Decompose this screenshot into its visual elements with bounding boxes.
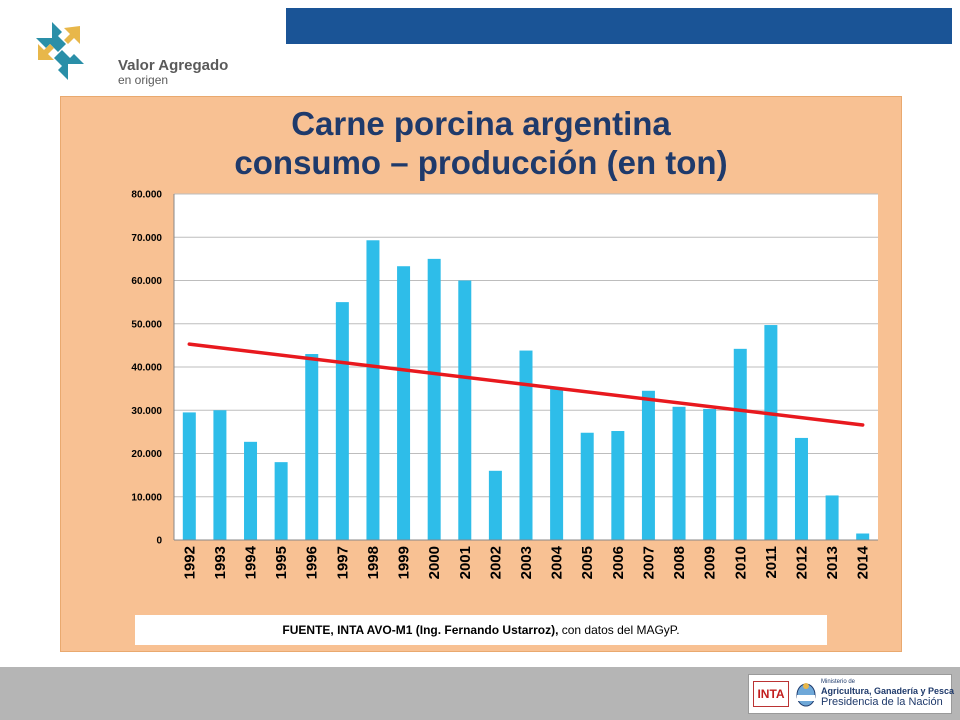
- x-tick-label: 2013: [824, 546, 841, 579]
- bar: [641, 390, 655, 540]
- x-tick-label: 1994: [243, 545, 260, 579]
- logo-line1: Valor Agregado: [118, 57, 229, 74]
- bar: [856, 533, 870, 540]
- x-tick-label: 2005: [579, 546, 596, 579]
- bar: [366, 240, 380, 540]
- x-tick-label: 1999: [396, 546, 413, 579]
- y-tick-label: 60.000: [131, 276, 162, 287]
- x-tick-label: 2007: [640, 546, 657, 579]
- national-shield-icon: [796, 683, 816, 707]
- valor-agregado-logo: Valor Agregado en origen: [30, 16, 250, 90]
- logo-text: Valor Agregado en origen: [118, 57, 229, 87]
- y-tick-label: 40.000: [131, 363, 162, 374]
- bar: [825, 495, 839, 540]
- x-tick-label: 2002: [487, 546, 504, 579]
- y-tick-label: 70.000: [131, 233, 162, 244]
- bar: [733, 348, 747, 540]
- ministry-line2: Agricultura, Ganadería y Pesca: [821, 686, 955, 696]
- footer-logos: INTA Ministerio de Agricultura, Ganaderí…: [748, 674, 954, 714]
- x-tick-label: 2009: [702, 546, 719, 579]
- x-tick-label: 2000: [426, 546, 443, 579]
- bar: [580, 432, 594, 540]
- x-tick-label: 2008: [671, 546, 688, 579]
- bar: [794, 437, 808, 540]
- x-tick-label: 2004: [549, 545, 566, 579]
- y-tick-label: 50.000: [131, 319, 162, 330]
- x-tick-label: 2001: [457, 546, 474, 579]
- y-tick-label: 0: [156, 536, 162, 547]
- bar: [335, 302, 349, 540]
- bar: [397, 266, 411, 540]
- x-tick-label: 1995: [273, 546, 290, 579]
- bar: [305, 354, 319, 540]
- y-tick-label: 20.000: [131, 449, 162, 460]
- bar: [274, 462, 288, 540]
- bar: [488, 470, 502, 540]
- ministry-line1: Ministerio de: [821, 679, 856, 685]
- y-tick-label: 80.000: [131, 190, 162, 201]
- ministry-line3: Presidencia de la Nación: [821, 696, 943, 708]
- ministry-text: Ministerio de Agricultura, Ganadería y P…: [821, 679, 954, 708]
- y-tick-label: 30.000: [131, 406, 162, 417]
- x-tick-label: 1992: [181, 546, 198, 579]
- x-tick-label: 2010: [732, 546, 749, 579]
- logo-line2: en origen: [118, 73, 169, 87]
- header-bar: [286, 8, 952, 44]
- bar: [213, 410, 227, 540]
- trend-line: [187, 342, 865, 427]
- x-tick-label: 2012: [793, 546, 810, 579]
- bar: [764, 325, 778, 540]
- x-tick-label: 1998: [365, 546, 382, 579]
- x-tick-label: 1993: [212, 546, 229, 579]
- x-tick-label: 2011: [763, 546, 780, 579]
- x-tick-label: 1996: [304, 546, 321, 579]
- bar: [182, 412, 196, 540]
- x-tick-label: 1997: [334, 546, 351, 579]
- bar: [672, 406, 686, 540]
- chart-title: Carne porcina argentina consumo – produc…: [62, 104, 900, 182]
- source-note: FUENTE, INTA AVO-M1 (Ing. Fernando Ustar…: [135, 615, 827, 645]
- bar: [611, 431, 625, 540]
- bar: [458, 280, 472, 540]
- source-bold: FUENTE, INTA AVO-M1 (Ing. Fernando Ustar…: [282, 623, 559, 637]
- y-tick-label: 10.000: [131, 492, 162, 503]
- x-tick-label: 2006: [610, 546, 627, 579]
- bar: [550, 388, 564, 540]
- x-tick-label: 2014: [855, 545, 872, 579]
- chart-title-line1: Carne porcina argentina: [291, 105, 671, 142]
- chart-title-line2: consumo – producción (en ton): [234, 144, 728, 181]
- bar: [703, 408, 717, 540]
- bar: [427, 258, 441, 540]
- x-tick-label: 2003: [518, 546, 535, 579]
- bar: [519, 350, 533, 540]
- logo-arrows-icon: [36, 22, 84, 80]
- source-rest: con datos del MAGyP.: [558, 623, 680, 637]
- inta-logo: INTA: [753, 681, 789, 707]
- bar: [244, 441, 258, 540]
